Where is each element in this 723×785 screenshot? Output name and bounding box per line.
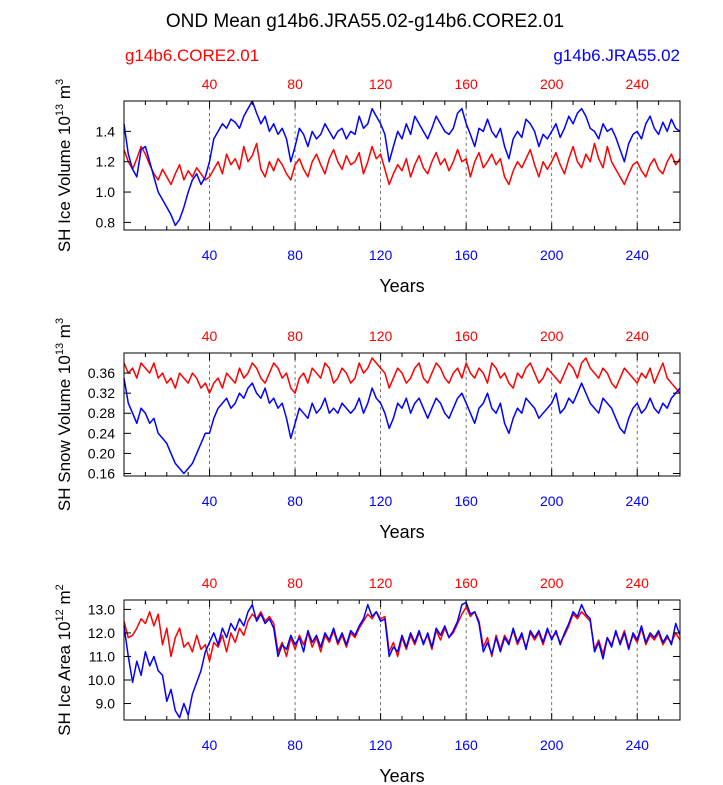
- legend-core-label: g14b6.CORE2.01: [125, 46, 259, 65]
- x-tick-label-top: 200: [540, 328, 564, 344]
- y-tick-label: 13.0: [88, 601, 115, 617]
- series-line-jra: [123, 377, 681, 475]
- x-tick-label-bottom: 240: [626, 493, 650, 509]
- plot-frame: [123, 352, 681, 477]
- legend-jra-label: g14b6.JRA55.02: [553, 46, 680, 65]
- x-axis-label: Years: [379, 276, 424, 296]
- x-tick-label-bottom: 80: [287, 737, 303, 753]
- x-tick-label-bottom: 160: [454, 247, 478, 263]
- series-line-core: [123, 142, 681, 186]
- x-tick-label-bottom: 40: [202, 247, 218, 263]
- x-tick-label-bottom: 40: [202, 493, 218, 509]
- y-tick-label: 0.32: [88, 385, 115, 401]
- y-tick-label: 1.4: [96, 123, 116, 139]
- x-tick-label-bottom: 120: [369, 247, 393, 263]
- figure-title: OND Mean g14b6.JRA55.02-g14b6.CORE2.01: [166, 11, 564, 32]
- chart-panel-snow-volume: 40 40 80 80 120 120 160 160 200 200 240 240 0.16 0.20…: [54, 318, 681, 542]
- x-tick-label-top: 40: [202, 328, 218, 344]
- x-tick-label-top: 200: [540, 575, 564, 591]
- x-tick-label-top: 200: [540, 76, 564, 92]
- x-tick-label-bottom: 160: [454, 493, 478, 509]
- y-tick-label: 12.0: [88, 625, 115, 641]
- y-tick-label: 1.0: [96, 184, 116, 200]
- series-line-core: [123, 357, 681, 394]
- x-tick-label-top: 80: [287, 328, 303, 344]
- y-tick-label: 0.8: [96, 214, 116, 230]
- x-tick-label-top: 40: [202, 76, 218, 92]
- plot-frame: [123, 100, 681, 231]
- y-tick-label: 0.16: [88, 465, 115, 481]
- plot-frame: [123, 599, 681, 721]
- x-tick-label-top: 160: [454, 575, 478, 591]
- x-tick-label-top: 240: [626, 575, 650, 591]
- x-tick-label-top: 120: [369, 575, 393, 591]
- y-tick-label: 9.0: [96, 696, 116, 712]
- x-tick-label-bottom: 240: [626, 247, 650, 263]
- x-tick-label-bottom: 40: [202, 737, 218, 753]
- series-line-jra: [123, 100, 681, 227]
- x-tick-label-bottom: 120: [369, 737, 393, 753]
- y-tick-label: 0.20: [88, 445, 115, 461]
- x-tick-label-top: 240: [626, 76, 650, 92]
- chart-panel-ice-volume: 40 40 80 80 120 120 160 160 200 200 240 240 0.8 1.0 1.…: [54, 76, 681, 296]
- y-tick-label: 0.24: [88, 425, 115, 441]
- x-tick-label-bottom: 160: [454, 737, 478, 753]
- x-tick-label-top: 120: [369, 76, 393, 92]
- x-axis-label: Years: [379, 766, 424, 785]
- x-tick-label-bottom: 80: [287, 493, 303, 509]
- x-tick-label-bottom: 120: [369, 493, 393, 509]
- y-tick-label: 10.0: [88, 672, 115, 688]
- x-tick-label-top: 240: [626, 328, 650, 344]
- x-tick-label-bottom: 200: [540, 247, 564, 263]
- x-axis-label: Years: [379, 522, 424, 542]
- series-line-core: [123, 606, 681, 662]
- x-tick-label-top: 80: [287, 76, 303, 92]
- x-tick-label-top: 120: [369, 328, 393, 344]
- x-tick-label-top: 160: [454, 76, 478, 92]
- y-tick-label: 11.0: [89, 648, 115, 664]
- y-axis-label: SH Ice Volume 1013 m3: [54, 79, 74, 252]
- x-tick-label-top: 160: [454, 328, 478, 344]
- y-axis-label: SH Ice Area 1012 m2: [54, 584, 74, 736]
- x-tick-label-bottom: 200: [540, 493, 564, 509]
- chart-panels: 40 40 80 80 120 120 160 160 200 200 240 240 0.8 1.0 1.…: [54, 76, 681, 785]
- chart-panel-ice-area: 40 40 80 80 120 120 160 160 200 200 240 240 9.0 10.0 1…: [54, 575, 681, 785]
- x-tick-label-top: 80: [287, 575, 303, 591]
- x-tick-label-bottom: 240: [626, 737, 650, 753]
- y-axis-label: SH Snow Volume 1013 m3: [54, 318, 74, 511]
- y-tick-label: 0.36: [88, 365, 115, 381]
- x-tick-label-bottom: 200: [540, 737, 564, 753]
- y-tick-label: 0.28: [88, 405, 115, 421]
- series-line-jra: [123, 601, 681, 719]
- y-tick-label: 1.2: [96, 154, 116, 170]
- x-tick-label-top: 40: [202, 575, 218, 591]
- x-tick-label-bottom: 80: [287, 247, 303, 263]
